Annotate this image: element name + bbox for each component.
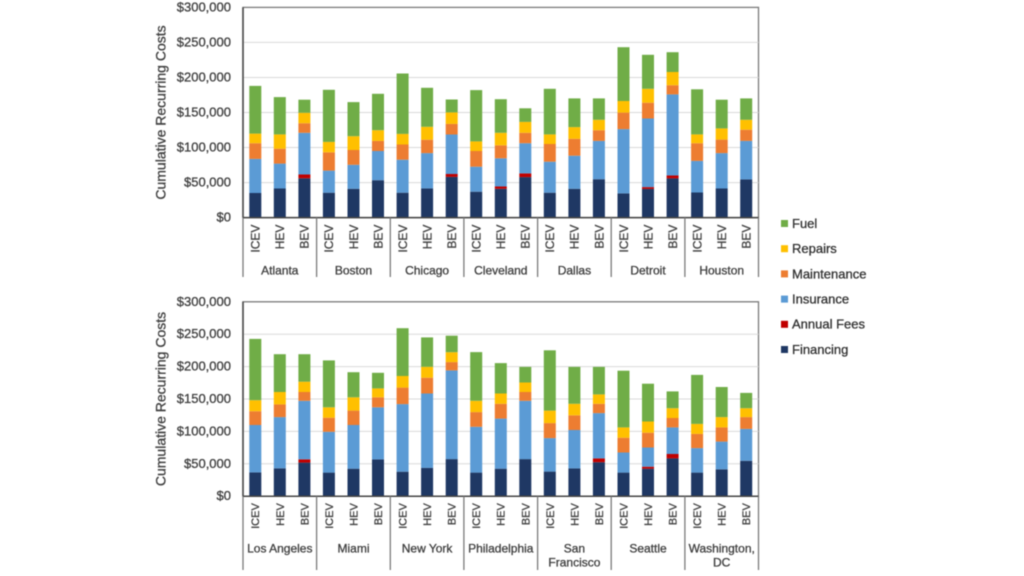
svg-text:BEV: BEV	[520, 503, 532, 526]
svg-text:ICEV: ICEV	[618, 503, 630, 529]
svg-text:Annual Fees: Annual Fees	[792, 317, 865, 332]
svg-text:Insurance: Insurance	[792, 292, 849, 307]
svg-text:ICEV: ICEV	[398, 503, 410, 529]
svg-text:ICEV: ICEV	[691, 225, 705, 253]
svg-text:Cumulative Recurring Costs: Cumulative Recurring Costs	[153, 312, 169, 486]
svg-text:BEV: BEV	[740, 225, 754, 249]
svg-text:BEV: BEV	[299, 503, 311, 526]
svg-text:Repairs: Repairs	[792, 241, 837, 256]
svg-text:BEV: BEV	[447, 503, 459, 526]
svg-text:HEV: HEV	[420, 225, 434, 250]
svg-text:New York: New York	[402, 542, 454, 556]
svg-text:HEV: HEV	[568, 225, 582, 250]
svg-text:BEV: BEV	[741, 503, 753, 526]
svg-text:Maintenance: Maintenance	[792, 266, 866, 281]
svg-text:HEV: HEV	[422, 503, 434, 526]
svg-text:BEV: BEV	[298, 225, 312, 249]
svg-text:Cumulative Recurring Costs: Cumulative Recurring Costs	[153, 25, 169, 199]
svg-text:San: San	[564, 542, 585, 556]
svg-text:Fuel: Fuel	[792, 216, 817, 231]
svg-text:$0: $0	[217, 210, 231, 225]
svg-text:Houston: Houston	[699, 264, 744, 278]
svg-text:Francisco: Francisco	[548, 556, 600, 570]
svg-text:HEV: HEV	[569, 503, 581, 526]
svg-text:ICEV: ICEV	[692, 503, 704, 529]
svg-text:BEV: BEV	[519, 225, 533, 249]
svg-text:$150,000: $150,000	[177, 105, 231, 120]
svg-text:ICEV: ICEV	[324, 503, 336, 529]
svg-text:Boston: Boston	[335, 264, 372, 278]
svg-text:$50,000: $50,000	[184, 456, 231, 471]
svg-text:HEV: HEV	[275, 503, 287, 526]
svg-text:$300,000: $300,000	[177, 294, 231, 309]
svg-text:ICEV: ICEV	[543, 225, 557, 253]
svg-text:ICEV: ICEV	[470, 225, 484, 253]
svg-text:ICEV: ICEV	[617, 225, 631, 253]
svg-text:Washington,: Washington,	[689, 542, 755, 556]
svg-text:BEV: BEV	[592, 225, 606, 249]
svg-text:HEV: HEV	[347, 225, 361, 250]
svg-text:HEV: HEV	[273, 225, 287, 250]
svg-text:HEV: HEV	[348, 503, 360, 526]
svg-text:Cleveland: Cleveland	[474, 264, 527, 278]
svg-text:BEV: BEV	[373, 503, 385, 526]
svg-text:$50,000: $50,000	[184, 175, 231, 190]
svg-text:ICEV: ICEV	[545, 503, 557, 529]
svg-text:$100,000: $100,000	[177, 423, 231, 438]
svg-text:HEV: HEV	[494, 225, 508, 250]
svg-text:$300,000: $300,000	[177, 0, 231, 14]
svg-text:$100,000: $100,000	[177, 140, 231, 155]
svg-text:HEV: HEV	[717, 503, 729, 526]
svg-text:Atlanta: Atlanta	[261, 264, 299, 278]
svg-text:Seattle: Seattle	[629, 542, 667, 556]
svg-text:DC: DC	[713, 556, 731, 570]
svg-text:BEV: BEV	[371, 225, 385, 249]
svg-text:Chicago: Chicago	[405, 264, 449, 278]
svg-text:$150,000: $150,000	[177, 391, 231, 406]
svg-text:Dallas: Dallas	[558, 264, 591, 278]
svg-text:HEV: HEV	[496, 503, 508, 526]
svg-text:Detroit: Detroit	[630, 264, 666, 278]
svg-text:HEV: HEV	[715, 225, 729, 250]
svg-text:Los Angeles: Los Angeles	[247, 542, 312, 556]
svg-text:HEV: HEV	[641, 225, 655, 250]
svg-text:BEV: BEV	[594, 503, 606, 526]
svg-text:$0: $0	[217, 488, 231, 503]
svg-text:ICEV: ICEV	[249, 225, 263, 253]
svg-text:$200,000: $200,000	[177, 70, 231, 85]
svg-text:$200,000: $200,000	[177, 359, 231, 374]
svg-text:HEV: HEV	[643, 503, 655, 526]
svg-text:$250,000: $250,000	[177, 34, 231, 49]
svg-text:Financing: Financing	[792, 342, 848, 357]
svg-text:ICEV: ICEV	[471, 503, 483, 529]
svg-text:BEV: BEV	[666, 225, 680, 249]
svg-text:BEV: BEV	[445, 225, 459, 249]
svg-text:ICEV: ICEV	[396, 225, 410, 253]
svg-text:Miami: Miami	[338, 542, 370, 556]
svg-text:BEV: BEV	[668, 503, 680, 526]
svg-text:ICEV: ICEV	[250, 503, 262, 529]
svg-text:Philadelphia: Philadelphia	[468, 542, 534, 556]
svg-text:ICEV: ICEV	[322, 225, 336, 253]
svg-text:$250,000: $250,000	[177, 326, 231, 341]
